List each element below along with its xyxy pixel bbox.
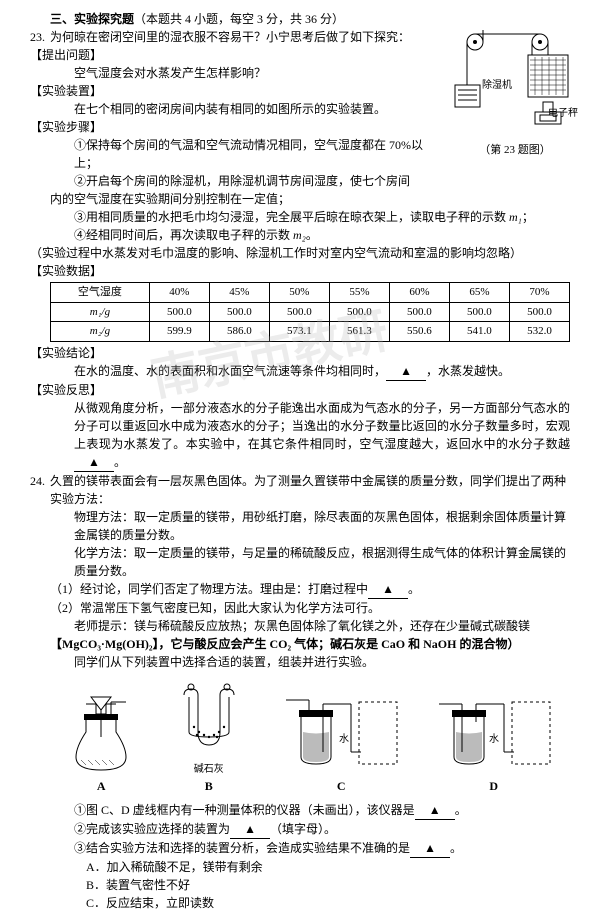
q23-concl-h: 【实验结论】 — [30, 344, 570, 362]
q23-concl-a: 在水的温度、水的表面积和水面空气流速等条件均相同时， — [74, 364, 386, 378]
q23-s3a: ③用相同质量的水把毛巾均匀浸湿，完全展平后晾在晾衣架上，读取电子秤的示数 — [74, 210, 509, 224]
figure-23: 除湿机 电子秤 （第 23 题图） — [450, 30, 580, 159]
section-title: 三、实验探究题 — [50, 12, 134, 26]
q23-ref1: 从微观角度分析，一部分液态水的分子能逸出水面成为气态水的分子，另一方面部分气态水… — [74, 401, 570, 451]
apparatus-c-icon: 水 — [281, 692, 401, 777]
q24-p2c: 【MgCO₃·Mg(OH)₂】，它与酸反应会产生 CO₂ 气体；碱石灰是 CaO… — [50, 637, 519, 651]
q23-ask: 空气湿度会对水蒸发产生怎样影响？ — [74, 64, 430, 82]
q24-phys: 物理方法：取一定质量的镁带，用砂纸打磨，除尽表面的灰黑色固体，根据剩余固体质量计… — [74, 508, 570, 544]
q23-step-h: 【实验步骤】 — [30, 118, 430, 136]
q24-p1a: （1）经讨论，同学们否定了物理方法。理由是：打磨过程中 — [50, 582, 368, 596]
apparatus-row: A 碱石灰 B — [50, 677, 570, 795]
q24-p2d: 同学们从下列装置中选择合适的装置，组装并进行实验。 — [74, 653, 570, 671]
fig-label-dehumidifier: 除湿机 — [482, 78, 512, 93]
label-lime: 碱石灰 — [169, 762, 249, 777]
q23-table: 空气湿度40%45%50%55%60%65%70% m₁/g500.0500.0… — [50, 282, 570, 342]
q24-stem: 久置的镁带表面会有一层灰黑色固体。为了测量久置镁带中金属镁的质量分数，同学们提出… — [50, 474, 566, 506]
q24-num: 24. — [30, 472, 50, 490]
fig-label-scale: 电子秤 — [548, 106, 578, 121]
q23-num: 23. — [30, 28, 50, 46]
q23-data-h: 【实验数据】 — [30, 262, 570, 280]
q24-p2b: 老师提示：镁与稀硫酸反应放热；灰黑色固体除了氧化镁之外，还存在少量碱式碳酸镁 — [74, 617, 570, 635]
q24-p2a: （2）常温常压下氢气密度已知，因此大家认为化学方法可行。 — [50, 599, 570, 617]
q23-stem: 为何晾在密闭空间里的湿衣服不容易干？小宁思考后做了如下探究： — [50, 30, 410, 44]
q23-m1: m₁ — [509, 210, 522, 224]
label-d: D — [434, 777, 554, 795]
q23-s2: ②开启每个房间的除湿机，用除湿机调节房间湿度，使七个房间 — [74, 172, 430, 190]
q24-sub3-blank: ▲ — [410, 839, 450, 858]
q23-note: （实验过程中水蒸发对毛巾温度的影响、除湿机工作时对室内空气流动和室温的影响均忽略… — [30, 244, 570, 262]
q23-m2: m₂ — [293, 228, 306, 242]
q24-sub1-blank: ▲ — [415, 801, 455, 820]
q24-sub3a: ③结合实验方法和选择的装置分析，会造成实验结果不准确的是 — [74, 841, 410, 855]
q23-concl-blank: ▲ — [386, 362, 426, 381]
apparatus-d-icon: 水 — [434, 692, 554, 777]
label-c: C — [281, 777, 401, 795]
label-b: B — [169, 777, 249, 795]
svg-text:水: 水 — [489, 733, 499, 745]
q23-ask-h: 【提出问题】 — [30, 46, 430, 64]
q23-app-h: 【实验装置】 — [30, 82, 430, 100]
q24-chem: 化学方法：取一定质量的镁带，与足量的稀硫酸反应，根据测得生成气体的体积计算金属镁… — [74, 544, 570, 580]
opt-c: C．反应结束，立即读数 — [86, 894, 570, 912]
label-a: A — [66, 777, 136, 795]
q23-s4a: ④经相同时间后，再次读取电子秤的示数 — [74, 228, 293, 242]
q24-p1-blank: ▲ — [368, 580, 408, 599]
q23-s1: ①保持每个房间的气温和空气流动情况相同，空气湿度都在 70%以上； — [74, 136, 430, 172]
q23-app: 在七个相同的密闭房间内装有相同的如图所示的实验装置。 — [74, 100, 430, 118]
opt-a: A．加入稀硫酸不足，镁带有剩余 — [86, 858, 570, 876]
apparatus-b-icon — [169, 677, 249, 762]
q24-sub1a: ①图 C、D 虚线框内有一种测量体积的仪器（未画出），该仪器是 — [74, 803, 415, 817]
q24-sub2a: ②完成该实验应选择的装置为 — [74, 822, 230, 836]
q23-concl-b: ，水蒸发越快。 — [426, 364, 510, 378]
opt-b: B．装置气密性不好 — [86, 876, 570, 894]
section-note: （本题共 4 小题，每空 3 分，共 36 分） — [134, 12, 344, 26]
fig23-caption: （第 23 题图） — [450, 142, 580, 159]
svg-text:水: 水 — [339, 733, 349, 745]
q23-ref-h: 【实验反思】 — [30, 381, 570, 399]
q23-ref-blank: ▲ — [74, 453, 114, 472]
q23-s2b: 内的空气湿度在实验期间分别控制在一定值； — [50, 190, 430, 208]
q24-sub2-blank: ▲ — [230, 820, 270, 839]
apparatus-a-icon — [66, 692, 136, 777]
